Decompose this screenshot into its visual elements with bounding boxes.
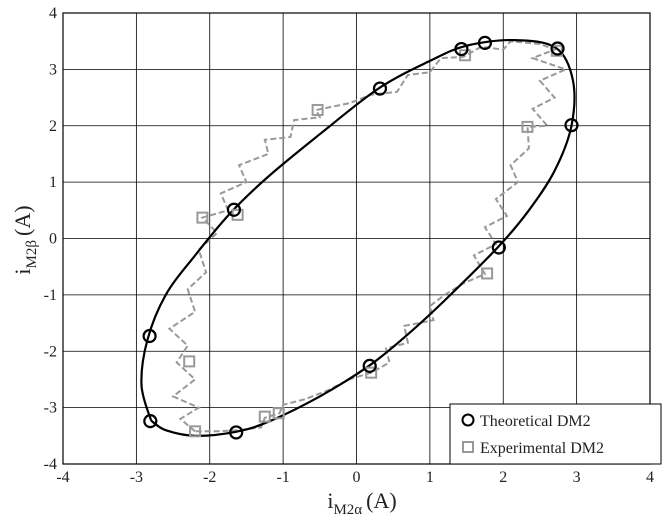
theoretical-point [550,41,565,56]
y-tick-label: 0 [49,231,57,248]
y-tick-labels: -4 -3 -2 -1 0 1 2 3 4 [44,5,57,473]
experimental-point [481,267,494,280]
legend-marker-theoretical [461,413,475,427]
theoretical-point [564,118,579,133]
experimental-curve [167,40,569,433]
x-axis-label-unit: (A) [366,488,397,513]
legend-label-theoretical: Theoretical DM2 [480,413,591,430]
experimental-point [196,211,209,224]
x-tick-label: 0 [353,469,361,486]
x-tick-label: 4 [646,469,654,486]
y-tick-label: -1 [44,287,57,304]
experimental-point [189,425,202,438]
theoretical-point [226,202,242,217]
theoretical-point [143,414,158,429]
legend-label-experimental: Experimental DM2 [480,440,604,457]
theoretical-point [477,35,493,50]
x-tick-labels: -4 -3 -2 -1 0 1 2 3 4 [56,469,654,486]
experimental-point [183,355,196,368]
series-layer [140,35,579,440]
x-tick-label: -4 [56,469,69,486]
theoretical-point [454,41,469,57]
x-axis-label-sub: M2α [333,502,362,518]
x-tick-label: 2 [499,469,507,486]
y-tick-label: 4 [49,5,57,22]
experimental-point [521,120,534,133]
theoretical-point [491,240,506,255]
x-tick-label: 3 [573,469,581,486]
x-tick-label: -3 [130,469,143,486]
theoretical-point [229,425,244,440]
theoretical-curve [140,38,576,437]
x-tick-label: 1 [426,469,434,486]
theoretical-point [372,81,388,96]
x-axis-label: iM2α (A) [327,488,396,518]
x-tick-label: -1 [276,469,289,486]
y-tick-label: -2 [44,343,57,360]
y-axis-label-main: i [10,268,35,274]
x-axis-label-main: i [327,488,333,513]
x-tick-label: -2 [203,469,216,486]
y-axis-label: iM2β (A) [10,205,40,274]
legend-marker-experimental [462,441,474,453]
grid [62,12,651,465]
experimental-point [258,410,271,423]
y-tick-label: -3 [44,400,57,417]
legend-box [449,403,662,465]
y-axis-label-sub: M2β [24,240,40,268]
plot-frame [62,12,651,465]
theoretical-point [142,328,157,344]
y-axis-label-unit: (A) [10,205,35,236]
y-tick-label: 3 [49,61,57,78]
experimental-point [311,103,324,116]
y-tick-label: 1 [49,174,57,191]
legend: Theoretical DM2 Experimental DM2 [449,403,662,465]
experimental-point [272,407,285,420]
theoretical-point [362,358,377,374]
y-tick-label: -4 [44,456,57,473]
experimental-point [365,366,378,379]
y-tick-label: 2 [49,118,57,135]
